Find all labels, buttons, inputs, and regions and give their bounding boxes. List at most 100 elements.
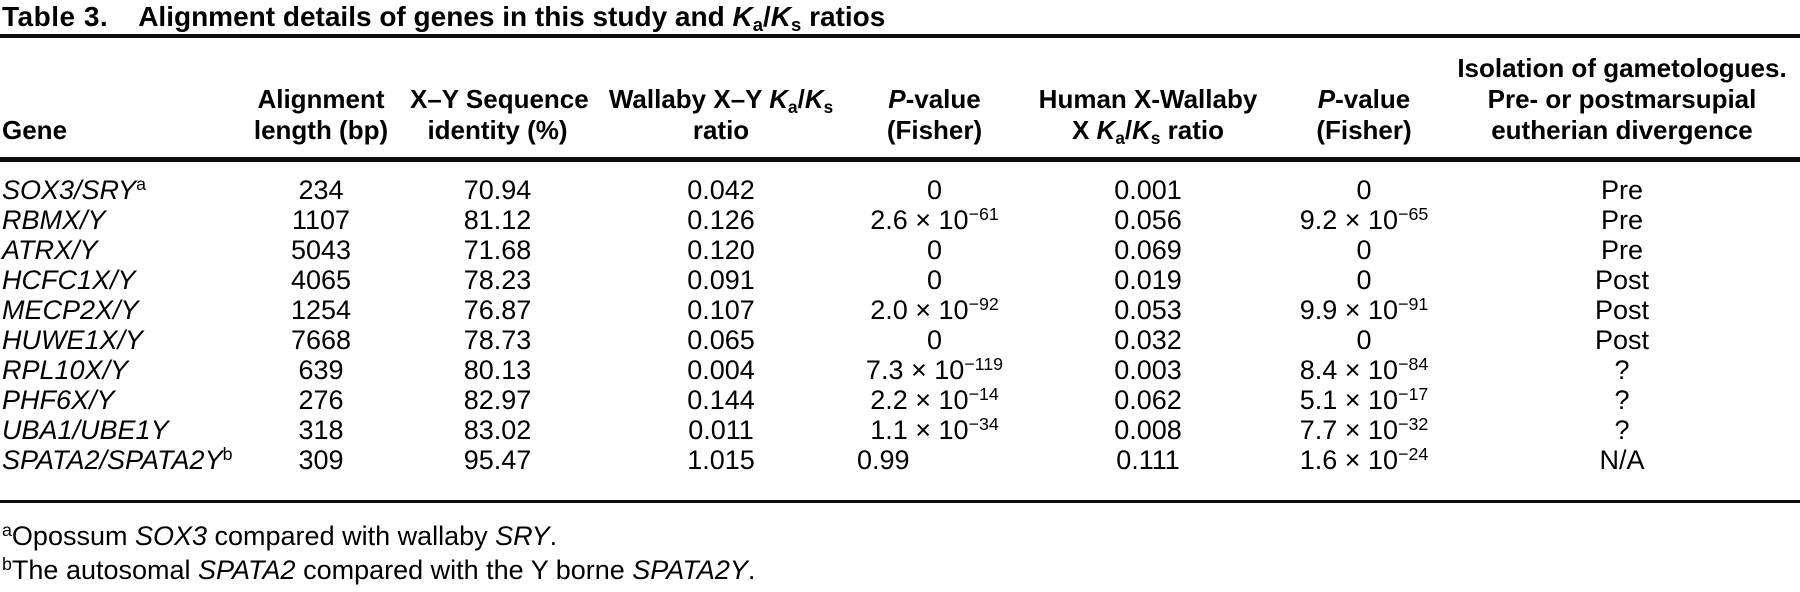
cell-p-value-fisher-1: 2.6 × 10−61 — [870, 204, 999, 235]
cell-human-x-ratio: 0.056 — [1114, 205, 1182, 235]
header-row: Gene Alignment length (bp) X–Y Sequence iden… — [0, 38, 1800, 162]
header-line: Wallaby X–Y Ka/Ks — [608, 84, 834, 117]
cell-xy-identity: 76.87 — [463, 295, 532, 325]
cell-wallaby-ratio: 0.107 — [687, 295, 755, 325]
cell-isolation: ? — [1614, 415, 1630, 445]
cell-isolation: ? — [1614, 385, 1630, 415]
cell-isolation: Pre — [1600, 205, 1644, 235]
table-number-label: Table 3. — [2, 1, 109, 32]
cell-human-x-ratio: 0.008 — [1114, 415, 1182, 445]
cell-gene: ATRX/Y — [2, 235, 98, 265]
cell-isolation: N/A — [1599, 445, 1645, 475]
cell-alignment-length: 234 — [298, 175, 344, 205]
cell-wallaby-ratio: 0.144 — [687, 385, 755, 415]
cell-gene: HUWE1X/Y — [2, 325, 144, 355]
cell-gene: SPATA2/SPATA2Yb — [2, 444, 233, 475]
cell-wallaby-ratio: 0.042 — [687, 175, 755, 205]
cell-wallaby-ratio: 0.126 — [687, 205, 755, 235]
header-line: identity (%) — [427, 115, 568, 145]
header-line: Alignment — [257, 84, 385, 114]
footnote-a: aOpossum SOX3 compared with wallaby SRY. — [2, 520, 558, 551]
header-line: Pre- or postmarsupial — [1487, 84, 1757, 114]
column-header-wallaby-ratio: Wallaby X–Y Ka/Ks ratio — [585, 38, 857, 162]
cell-alignment-length: 276 — [298, 385, 344, 415]
cell-human-x-ratio: 0.111 — [1116, 445, 1180, 475]
cell-p-value-fisher-2: 9.9 × 10−91 — [1299, 294, 1429, 325]
cell-isolation: Pre — [1600, 235, 1644, 265]
cell-xy-identity: 82.97 — [463, 385, 532, 415]
cell-alignment-length: 4065 — [290, 265, 352, 295]
cell-wallaby-ratio: 0.091 — [687, 265, 755, 295]
cell-human-x-ratio: 0.062 — [1114, 385, 1182, 415]
table-body: SOX3/SRYa 234 70.94 0.042 0 0.001 0 Pre RBMX/Y 11… — [0, 160, 1800, 502]
cell-alignment-length: 1107 — [291, 205, 351, 235]
cell-p-value-fisher-2: 1.6 × 10−24 — [1299, 444, 1429, 475]
cell-isolation: Post — [1594, 325, 1650, 355]
cell-isolation: Post — [1594, 295, 1650, 325]
header-line: (Fisher) — [1316, 115, 1412, 145]
cell-wallaby-ratio: 0.011 — [688, 415, 754, 445]
table-row: PHF6X/Y 276 82.97 0.144 2.2 × 10−14 0.062 5.1 … — [0, 385, 1800, 415]
header-line: (Fisher) — [886, 115, 983, 145]
cell-gene: UBA1/UBE1Y — [2, 415, 169, 445]
cell-xy-identity: 83.02 — [463, 415, 532, 445]
table-row: RBMX/Y 1107 81.12 0.126 2.6 × 10−61 0.056 9.2 … — [0, 205, 1800, 235]
cell-isolation: Pre — [1600, 175, 1644, 205]
cell-gene: MECP2X/Y — [2, 295, 139, 325]
cell-p-value-fisher-1: 2.2 × 10−14 — [870, 384, 999, 415]
header-line: P-value — [1317, 84, 1411, 114]
cell-wallaby-ratio: 0.120 — [687, 235, 755, 265]
table-row: UBA1/UBE1Y 318 83.02 0.011 1.1 × 10−34 0.008 7… — [0, 415, 1800, 445]
header-line: X Ka/Ks ratio — [1071, 115, 1225, 148]
header-line: length (bp) — [253, 115, 389, 145]
cell-p-value-fisher-1: 0 — [926, 265, 943, 295]
column-header-p-value-fisher-1: P-value (Fisher) — [857, 38, 1012, 162]
cell-p-value-fisher-2: 0 — [1356, 235, 1372, 265]
table-row: RPL10X/Y 639 80.13 0.004 7.3 × 10−119 0.003 8.… — [0, 355, 1800, 385]
table-row: SPATA2/SPATA2Yb 309 95.47 1.015 0.99 0.111 1.6… — [0, 445, 1800, 502]
column-header-alignment-length: Alignment length (bp) — [232, 38, 410, 162]
table-row: HUWE1X/Y 7668 78.73 0.065 0 0.032 0 Post — [0, 325, 1800, 355]
cell-wallaby-ratio: 0.065 — [687, 325, 755, 355]
cell-human-x-ratio: 0.019 — [1114, 265, 1182, 295]
table-title: Table 3. Alignment details of genes in t… — [0, 0, 1800, 36]
table-row: SOX3/SRYa 234 70.94 0.042 0 0.001 0 Pre — [0, 160, 1800, 205]
cell-human-x-ratio: 0.003 — [1114, 355, 1182, 385]
cell-p-value-fisher-1: 7.3 × 10−119 — [865, 354, 1004, 385]
cell-p-value-fisher-2: 5.1 × 10−17 — [1299, 384, 1429, 415]
cell-human-x-ratio: 0.032 — [1114, 325, 1182, 355]
cell-p-value-fisher-2: 9.2 × 10−65 — [1299, 204, 1429, 235]
header-line: X–Y Sequence — [410, 84, 589, 114]
cell-alignment-length: 1254 — [290, 295, 352, 325]
cell-p-value-fisher-2: 0 — [1356, 175, 1372, 205]
cell-p-value-fisher-2: 0 — [1356, 325, 1372, 355]
column-header-xy-identity: X–Y Sequence identity (%) — [410, 38, 589, 162]
header-line: P-value — [888, 84, 981, 114]
cell-gene: RBMX/Y — [2, 205, 106, 235]
cell-xy-identity: 81.12 — [463, 205, 532, 235]
column-header-gene: Gene — [0, 38, 232, 162]
cell-xy-identity: 78.73 — [463, 325, 532, 355]
header-line: Gene — [2, 115, 68, 145]
cell-p-value-fisher-2: 0 — [1356, 265, 1372, 295]
table-caption: Alignment details of genes in this study… — [138, 1, 886, 36]
cell-alignment-length: 309 — [298, 445, 344, 475]
header-line: ratio — [692, 115, 750, 145]
cell-alignment-length: 318 — [298, 415, 344, 445]
cell-p-value-fisher-2: 7.7 × 10−32 — [1299, 414, 1429, 445]
column-header-human-x-ratio: Human X-Wallaby X Ka/Ks ratio — [1012, 38, 1284, 162]
cell-wallaby-ratio: 0.004 — [687, 355, 755, 385]
cell-gene: HCFC1X/Y — [2, 265, 136, 295]
cell-p-value-fisher-1: 1.1 × 10−34 — [870, 414, 999, 445]
cell-p-value-fisher-1: 0 — [926, 325, 943, 355]
header-line: Human X-Wallaby — [1038, 84, 1258, 114]
column-header-p-value-fisher-2: P-value (Fisher) — [1284, 38, 1444, 162]
cell-gene: PHF6X/Y — [2, 385, 115, 415]
header-line: Isolation of gametologues. — [1457, 53, 1787, 83]
cell-p-value-fisher-1: 0 — [926, 175, 943, 205]
cell-xy-identity: 95.47 — [463, 445, 532, 475]
cell-isolation: ? — [1614, 355, 1630, 385]
cell-xy-identity: 70.94 — [463, 175, 532, 205]
cell-alignment-length: 5043 — [290, 235, 352, 265]
